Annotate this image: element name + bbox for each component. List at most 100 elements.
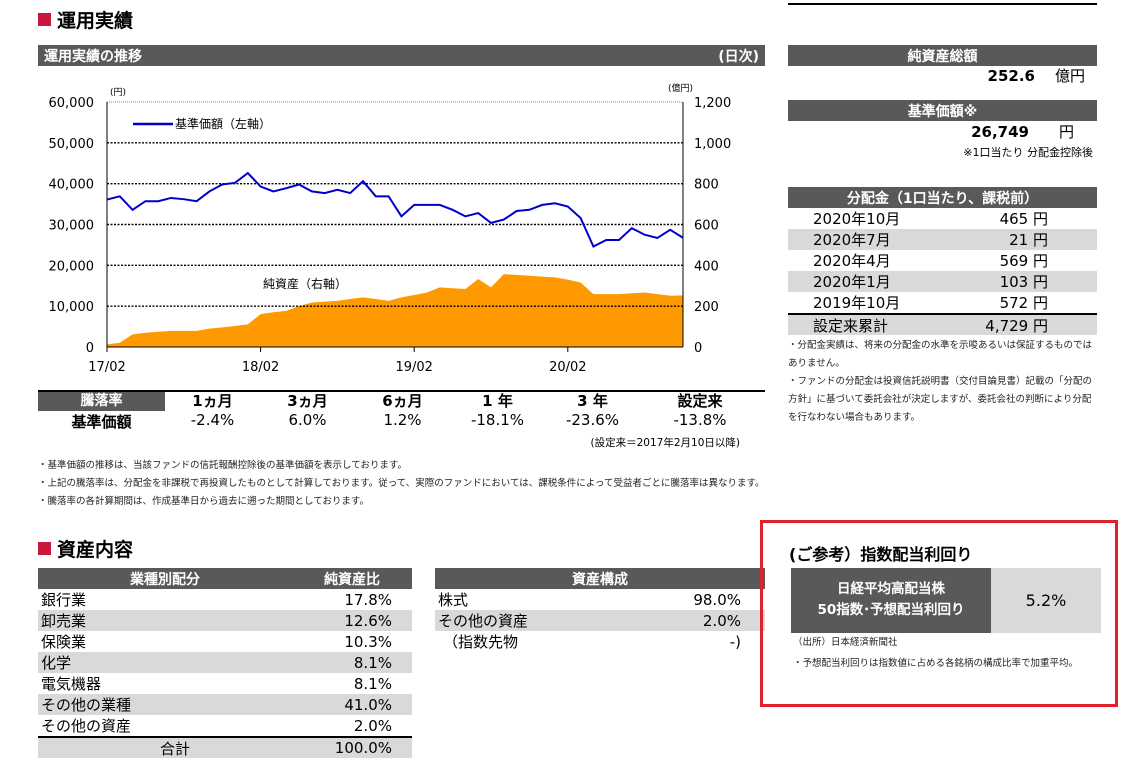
- total-label: 合計: [159, 739, 190, 758]
- sector-row: 銀行業 17.8%: [38, 589, 412, 610]
- dividend-amount: 465 円: [999, 210, 1048, 228]
- returns-column-header: 1 年: [482, 392, 513, 410]
- nav-value: 26,749: [971, 123, 1029, 141]
- dividends-total-value: 4,729 円: [985, 316, 1048, 335]
- sector-table: 業種別配分 純資産比 銀行業 17.8% 卸売業 12.6% 保険業 10.3% 化学 8.1%…: [38, 568, 412, 758]
- asset-ratio: -): [729, 632, 741, 651]
- footnote: ・上記の騰落率は、分配金を非課税で再投資したものとして計算しております。従って、…: [38, 478, 765, 489]
- asset-name: 株式: [438, 591, 469, 609]
- returns-value: -2.4%: [190, 411, 235, 429]
- composition-table: 資産構成 株式 98.0% その他の資産 2.0% （指数先物 -): [435, 568, 765, 652]
- composition-header: 資産構成: [435, 568, 765, 589]
- sector-row: その他の業種 41.0%: [38, 694, 412, 715]
- y-right-tick-label: 400: [694, 259, 719, 274]
- yield-value: 5.2%: [991, 568, 1101, 633]
- y-left-tick-label: 60,000: [49, 96, 95, 111]
- total-value: 100.0%: [334, 739, 392, 757]
- dividend-row: 2020年4月 569 円: [788, 250, 1097, 271]
- sector-name: 保険業: [41, 633, 87, 651]
- sector-name: 化学: [41, 654, 72, 672]
- dividend-row: 2020年1月 103 円: [788, 271, 1097, 292]
- y-right-tick-label: 800: [694, 178, 719, 193]
- sector-row: 電気機器 8.1%: [38, 673, 412, 694]
- x-tick-label: 20/02: [549, 360, 586, 375]
- dividend-row: 2020年10月 465 円: [788, 208, 1097, 229]
- nav-label: 基準価額※: [788, 100, 1097, 121]
- returns-value: -18.1%: [470, 411, 525, 429]
- returns-value: -23.6%: [565, 411, 620, 429]
- asset-name: （指数先物: [443, 633, 519, 651]
- dividend-date: 2020年1月: [813, 273, 891, 291]
- dividend-date: 2020年4月: [813, 252, 891, 270]
- section-title-text: 運用実績: [57, 10, 134, 32]
- footnotes: ・基準価額の推移は、当該ファンドの信託報酬控除後の基準価額を表示しております。 …: [38, 457, 768, 511]
- returns-column-header: 3ヵ月: [287, 392, 328, 410]
- y-right-tick-label: 600: [694, 219, 719, 234]
- nav-line: [106, 171, 684, 248]
- y-right-tick-label: 200: [694, 300, 719, 315]
- net-assets-value-row: 252.6 億円: [788, 65, 1085, 86]
- sector-name: その他の資産: [41, 717, 132, 735]
- yield-label-line: 日経平均高配当株: [837, 581, 945, 597]
- section-title-assets: 資産内容: [38, 535, 133, 562]
- returns-column-header: 3 年: [577, 392, 608, 410]
- net-assets-area: [107, 274, 683, 347]
- nav-value-row: 26,749 円: [788, 121, 1074, 142]
- dividends-total-row: 設定来累計 4,729 円: [788, 313, 1097, 335]
- returns-column-header: 設定来: [677, 392, 723, 410]
- chart-header-bar: 運用実績の推移 (日次): [38, 45, 765, 66]
- returns-header-label: 騰落率: [38, 392, 165, 411]
- chart-frequency: (日次): [718, 48, 759, 65]
- dividend-row: 2019年10月 572 円: [788, 292, 1097, 313]
- dividend-row: 2020年7月 21 円: [788, 229, 1097, 250]
- yield-title: (ご参考）指数配当利回り: [789, 545, 973, 564]
- asset-ratio: 98.0%: [693, 590, 741, 609]
- ratio-header: 純資産比: [324, 571, 380, 588]
- returns-value: 6.0%: [288, 411, 327, 429]
- yield-label-line: 50指数･予想配当利回り: [817, 602, 965, 618]
- yield-label: 日経平均高配当株 50指数･予想配当利回り: [791, 568, 991, 633]
- y-left-tick-label: 30,000: [49, 219, 95, 234]
- sector-name: その他の業種: [41, 696, 132, 714]
- sector-ratio: 8.1%: [353, 674, 392, 693]
- x-tick-label: 19/02: [395, 360, 432, 375]
- sector-name: 銀行業: [41, 591, 87, 609]
- dividend-note: ・分配金実績は、将来の分配金の水準を示唆あるいは保証するものではありません。: [788, 340, 1093, 369]
- y-left-tick-label: 0: [86, 341, 94, 356]
- sector-ratio: 2.0%: [353, 716, 392, 735]
- net-assets-label: 純資産（右軸）: [263, 276, 347, 291]
- sector-total-row: 合計 100.0%: [38, 736, 412, 758]
- y-left-tick-label: 40,000: [49, 178, 95, 193]
- left-unit-label: (円): [110, 87, 126, 98]
- y-left-tick-label: 50,000: [49, 137, 95, 152]
- dividends-header: 分配金（1口当たり、課税前）: [788, 187, 1097, 208]
- sector-ratio: 10.3%: [344, 632, 392, 651]
- sector-row: 保険業 10.3%: [38, 631, 412, 652]
- net-assets-label: 純資産総額: [788, 45, 1097, 66]
- dividend-note: ・ファンドの分配金は投資信託説明書（交付目論見書）記載の「分配の方針」に基づいて…: [788, 376, 1093, 423]
- performance-chart: 60,000 1,200 50,000 1,000 40,000 800 30,000 600…: [49, 82, 732, 375]
- returns-column-header: 1ヵ月: [192, 392, 233, 410]
- asset-ratio: 2.0%: [702, 611, 741, 630]
- sector-header: 業種別配分: [130, 571, 200, 588]
- composition-row: その他の資産 2.0%: [435, 610, 765, 631]
- sector-ratio: 12.6%: [344, 611, 392, 630]
- y-left-tick-label: 10,000: [49, 300, 95, 315]
- sector-ratio: 17.8%: [344, 590, 392, 609]
- net-assets-value: 252.6: [987, 67, 1035, 85]
- returns-row-label: 基準価額: [71, 413, 132, 431]
- y-right-tick-label: 1,000: [694, 137, 731, 152]
- sector-row: 化学 8.1%: [38, 652, 412, 673]
- dividends-total-label: 設定来累計: [813, 316, 889, 335]
- composition-row: 株式 98.0%: [435, 589, 765, 610]
- x-tick-label: 18/02: [242, 360, 279, 375]
- sector-name: 卸売業: [41, 612, 87, 630]
- net-assets-unit: 億円: [1054, 67, 1085, 85]
- returns-value: -13.8%: [673, 411, 727, 429]
- y-right-tick-label: 1,200: [694, 96, 731, 111]
- footnote: ・基準価額の推移は、当該ファンドの信託報酬控除後の基準価額を表示しております。: [38, 460, 407, 471]
- reference-yield-box: (ご参考）指数配当利回り 日経平均高配当株 50指数･予想配当利回り 5.2% （…: [760, 520, 1118, 707]
- returns-value: 1.2%: [383, 411, 422, 429]
- red-square-icon: [38, 13, 51, 26]
